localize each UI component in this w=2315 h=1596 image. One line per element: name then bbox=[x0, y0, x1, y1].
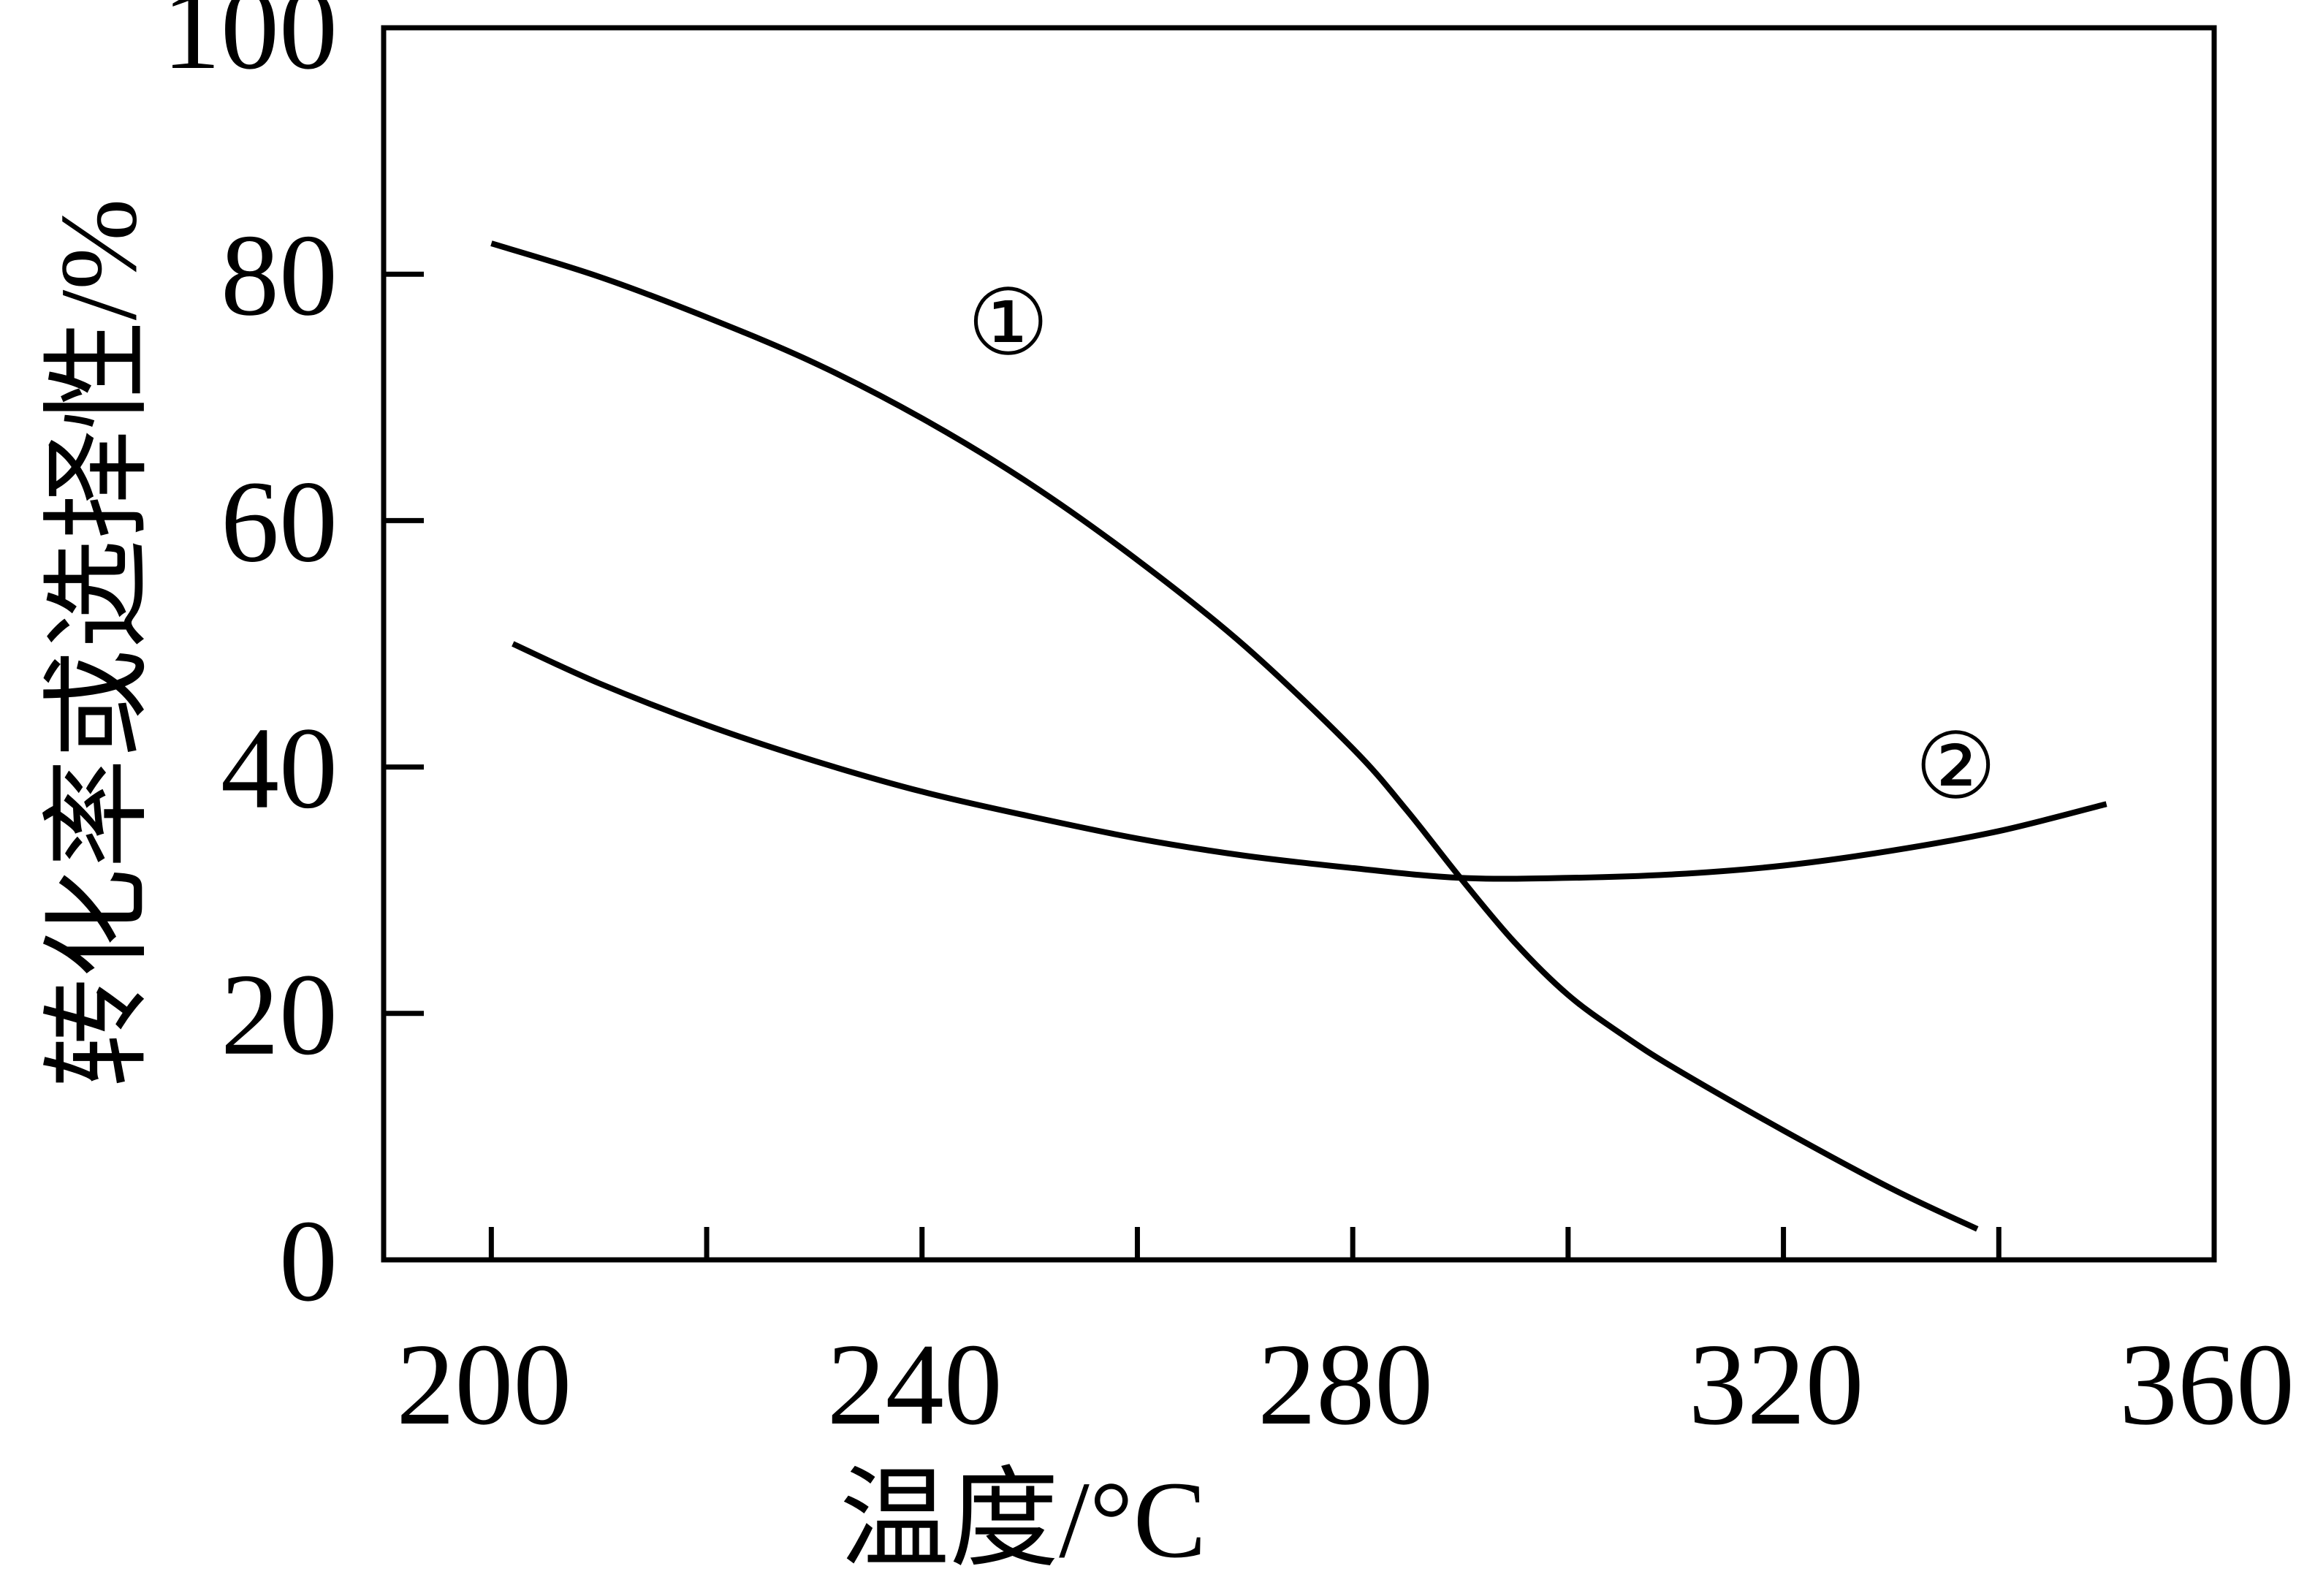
x-tick-label: 280 bbox=[1258, 1319, 1433, 1449]
y-axis-title: 转化率或选择性/% bbox=[38, 199, 159, 1088]
y-tick-label: 100 bbox=[162, 0, 338, 94]
series-label-2: ② bbox=[1915, 718, 1996, 818]
series-line-1 bbox=[490, 240, 1979, 1232]
x-axis-title: 温度/°C bbox=[840, 1459, 1206, 1581]
y-axis-tick-labels: 0 20 40 60 80 100 bbox=[162, 0, 338, 1326]
plot-area-frame bbox=[381, 25, 2217, 1263]
series-lines bbox=[490, 240, 2107, 1232]
x-axis-tick-labels: 200 240 280 320 360 bbox=[396, 1319, 2295, 1449]
y-tick-label: 0 bbox=[279, 1196, 338, 1326]
y-axis-ticks bbox=[384, 271, 424, 1016]
x-axis-ticks bbox=[488, 1227, 2002, 1260]
series-annotations: ①② bbox=[968, 274, 1997, 818]
series-line-2 bbox=[512, 641, 2107, 882]
x-tick-label: 320 bbox=[1689, 1319, 1864, 1449]
x-tick-label: 240 bbox=[827, 1319, 1003, 1449]
series-label-1: ① bbox=[968, 274, 1049, 375]
y-tick-label: 20 bbox=[221, 949, 338, 1079]
x-tick-label: 200 bbox=[396, 1319, 571, 1449]
y-tick-label: 80 bbox=[221, 210, 338, 340]
y-tick-label: 40 bbox=[221, 703, 338, 833]
y-tick-label: 60 bbox=[221, 456, 338, 586]
x-tick-label: 360 bbox=[2119, 1319, 2295, 1449]
